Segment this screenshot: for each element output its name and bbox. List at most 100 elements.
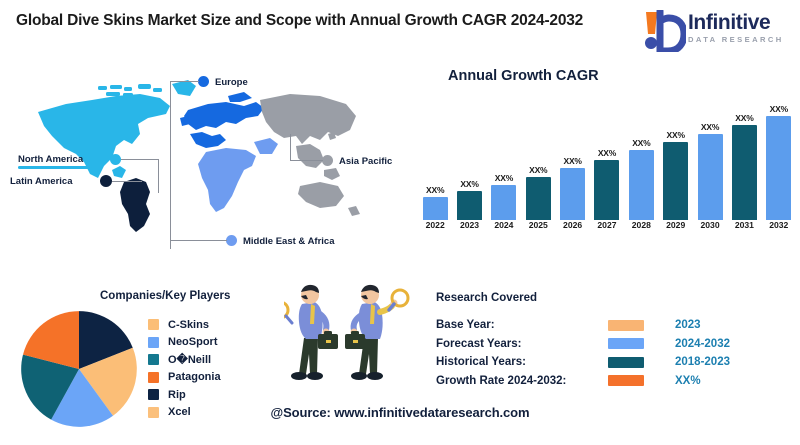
bar-value-label: XX% <box>735 113 754 123</box>
map-label-middle-east-africa: Middle East & Africa <box>243 236 335 247</box>
bar-value-label: XX% <box>494 173 514 183</box>
world-map-graphic <box>38 80 360 232</box>
bar-group: XX% <box>590 96 624 220</box>
pie-legend-item: C-Skins <box>148 316 221 334</box>
x-axis-tick-label: 2032 <box>769 220 789 230</box>
bar <box>697 134 723 220</box>
map-dot-europe <box>198 76 209 87</box>
bar <box>560 168 586 220</box>
legend-color-swatch <box>148 354 159 366</box>
legend-color-swatch <box>148 389 159 401</box>
pie-legend-item: NeoSport <box>148 334 221 352</box>
company-logo: Infinitive DATA RESEARCH <box>640 8 788 54</box>
logo-name: Infinitive <box>688 11 771 34</box>
x-axis-tick-label: 2031 <box>734 220 754 230</box>
research-covered-row: Forecast Years: 2024-2032 <box>436 335 796 354</box>
businessman-left <box>284 284 338 380</box>
map-leader-north-america-v <box>158 159 159 193</box>
map-leader-mea-h <box>170 240 227 241</box>
map-label-latin-america: Latin America <box>10 176 73 187</box>
x-axis-tick-label: 2028 <box>631 220 651 230</box>
map-dot-middle-east-africa <box>226 235 237 246</box>
research-row-value: 2023 <box>675 319 701 332</box>
bar-group: XX% <box>521 96 555 220</box>
bar <box>766 116 792 220</box>
map-region-asia-pacific <box>260 94 360 216</box>
source-text: @Source: www.infinitivedataresearch.com <box>270 405 530 420</box>
pie-legend: C-Skins NeoSport O�Neill Patagonia Rip Xcel <box>148 316 221 421</box>
map-dot-asia-pacific <box>322 155 333 166</box>
map-region-north-america <box>38 80 196 178</box>
legend-label: Patagonia <box>168 371 221 384</box>
research-covered-title: Research Covered <box>436 292 537 304</box>
businessman-right <box>345 284 410 380</box>
bar <box>628 150 654 220</box>
legend-label: Xcel <box>168 406 191 419</box>
map-dot-north-america <box>110 154 121 165</box>
research-row-label: Forecast Years: <box>436 337 522 350</box>
map-label-north-america: North America <box>18 154 84 165</box>
bar <box>422 197 448 220</box>
world-map-panel: North America Europe Asia Pacific Latin … <box>0 62 400 252</box>
pie-legend-item: Xcel <box>148 404 221 422</box>
annual-growth-chart: Annual Growth CAGR XX% XX% XX% XX% XX% XX% XX%… <box>410 62 800 232</box>
chart-title: Annual Growth CAGR <box>448 68 599 84</box>
map-region-latin-america <box>120 178 150 232</box>
pie-slice <box>79 347 137 416</box>
bar-value-label: XX% <box>426 185 445 195</box>
x-axis-tick-label: 2022 <box>425 220 445 230</box>
bar <box>525 177 551 220</box>
pie-slice <box>79 311 133 369</box>
map-label-europe: Europe <box>215 77 248 88</box>
bar-value-label: XX% <box>563 156 582 166</box>
pie-legend-item: Rip <box>148 386 221 404</box>
research-covered-row: Growth Rate 2024-2032: XX% <box>436 372 796 391</box>
research-covered-row: Base Year: 2023 <box>436 316 796 335</box>
research-covered-rows: Base Year: 2023 Forecast Years: 2024-2032 Hi… <box>436 316 796 390</box>
bar-value-label: XX% <box>529 165 548 175</box>
legend-color-swatch <box>148 371 159 383</box>
bar-group: XX% <box>693 96 727 220</box>
bar-value-label: XX% <box>700 122 720 132</box>
map-label-north-america-underline <box>18 166 92 169</box>
x-axis-tick-label: 2030 <box>700 220 720 230</box>
pie-legend-item: Patagonia <box>148 369 221 387</box>
map-region-europe <box>180 92 264 148</box>
legend-label: O�Neill <box>168 354 212 367</box>
key-players-panel: Companies/Key Players C-Skins NeoSport O�N… <box>0 288 270 443</box>
research-covered-panel: Research Covered Base Year: 2023 Forecast … <box>436 292 796 402</box>
x-axis-tick-label: 2025 <box>528 220 548 230</box>
research-covered-row: Historical Years: 2018-2023 <box>436 353 796 372</box>
pie-chart <box>21 311 137 427</box>
bar <box>594 160 620 220</box>
legend-color-swatch <box>148 319 159 331</box>
bar-value-label: XX% <box>460 179 479 189</box>
bar <box>663 142 689 220</box>
map-label-asia-pacific: Asia Pacific <box>339 156 393 167</box>
bar <box>491 185 517 220</box>
research-row-value: 2024-2032 <box>675 337 730 350</box>
bar-value-label: XX% <box>597 148 617 158</box>
x-axis-tick-label: 2027 <box>597 220 617 230</box>
legend-label: C-Skins <box>168 318 209 331</box>
bar-group: XX% <box>624 96 658 220</box>
x-axis-tick-label: 2029 <box>666 220 686 230</box>
research-row-swatch <box>608 375 644 387</box>
bar-group: XX% <box>452 96 486 220</box>
research-row-swatch <box>608 319 644 331</box>
research-row-value: 2018-2023 <box>675 356 730 369</box>
map-leader-latin-america-h <box>112 181 142 182</box>
pie-title: Companies/Key Players <box>100 290 231 302</box>
research-row-label: Historical Years: <box>436 356 526 369</box>
chart-x-axis: 2022 2023 2024 2025 2026 2027 2028 2029 2030 2031… <box>418 220 796 234</box>
map-leader-europe-v <box>170 81 171 249</box>
legend-color-swatch <box>148 406 159 418</box>
research-row-swatch <box>608 356 644 368</box>
map-leader-asia-pacific-h <box>290 160 323 161</box>
bar-group: XX% <box>659 96 693 220</box>
x-axis-tick-label: 2026 <box>563 220 583 230</box>
bar-group: XX% <box>762 96 796 220</box>
pie-legend-item: O�Neill <box>148 351 221 369</box>
legend-color-swatch <box>148 336 159 348</box>
legend-label: Rip <box>168 388 186 401</box>
